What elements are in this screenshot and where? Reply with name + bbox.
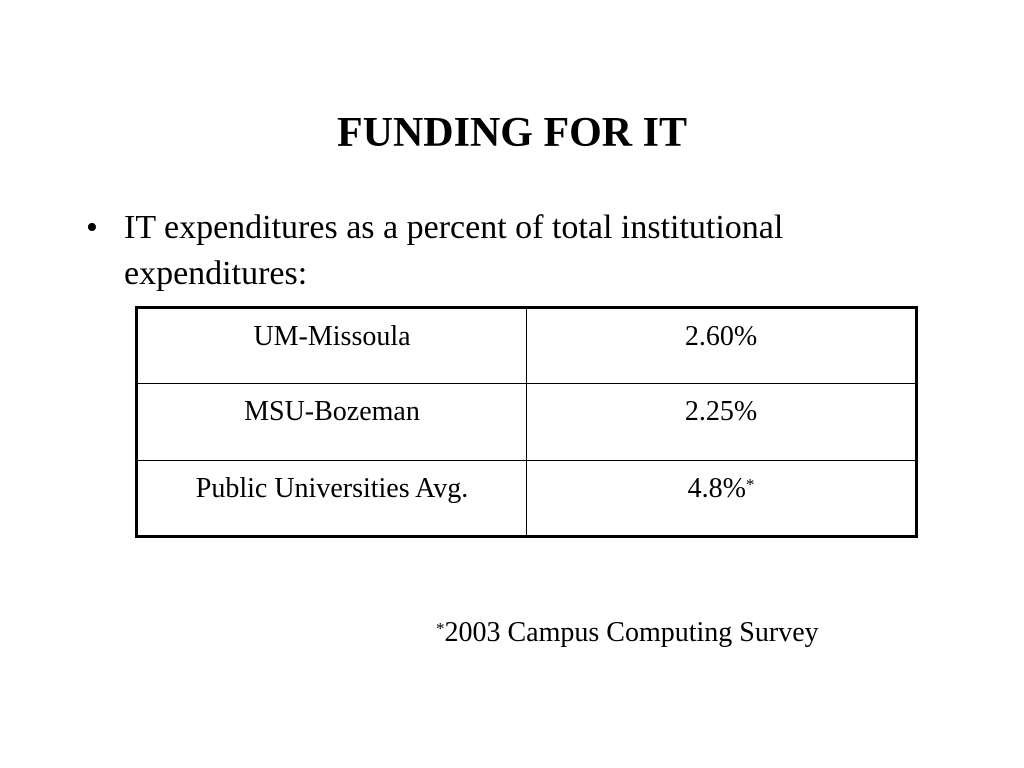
expenditure-table: UM-Missoula 2.60% MSU-Bozeman 2.25% Publ… xyxy=(135,306,918,538)
bullet-text: IT expenditures as a percent of total in… xyxy=(124,209,784,292)
percent-cell: 2.25% xyxy=(526,383,917,461)
percent-value: 4.8% xyxy=(687,472,746,504)
footnote-text: 2003 Campus Computing Survey xyxy=(444,617,819,648)
table-row: Public Universities Avg. 4.8%* xyxy=(136,459,917,538)
footnote-mark: * xyxy=(436,619,445,638)
institution-cell: MSU-Bozeman xyxy=(136,383,527,461)
percent-value: 2.60% xyxy=(684,321,758,352)
slide-title: FUNDING FOR IT xyxy=(336,110,687,156)
institution-cell: UM-Missoula xyxy=(136,306,527,385)
bullet-marker: • xyxy=(86,209,98,246)
footnote: *2003 Campus Computing Survey xyxy=(436,614,819,652)
table-row: MSU-Bozeman 2.25% xyxy=(136,383,917,461)
percent-value: 2.25% xyxy=(684,396,758,428)
table-row: UM-Missoula 2.60% xyxy=(136,306,917,385)
footnote-mark: * xyxy=(745,474,755,494)
institution-cell: Public Universities Avg. xyxy=(136,459,527,538)
percent-cell: 4.8%* xyxy=(526,459,917,538)
percent-cell: 2.60% xyxy=(526,306,917,385)
